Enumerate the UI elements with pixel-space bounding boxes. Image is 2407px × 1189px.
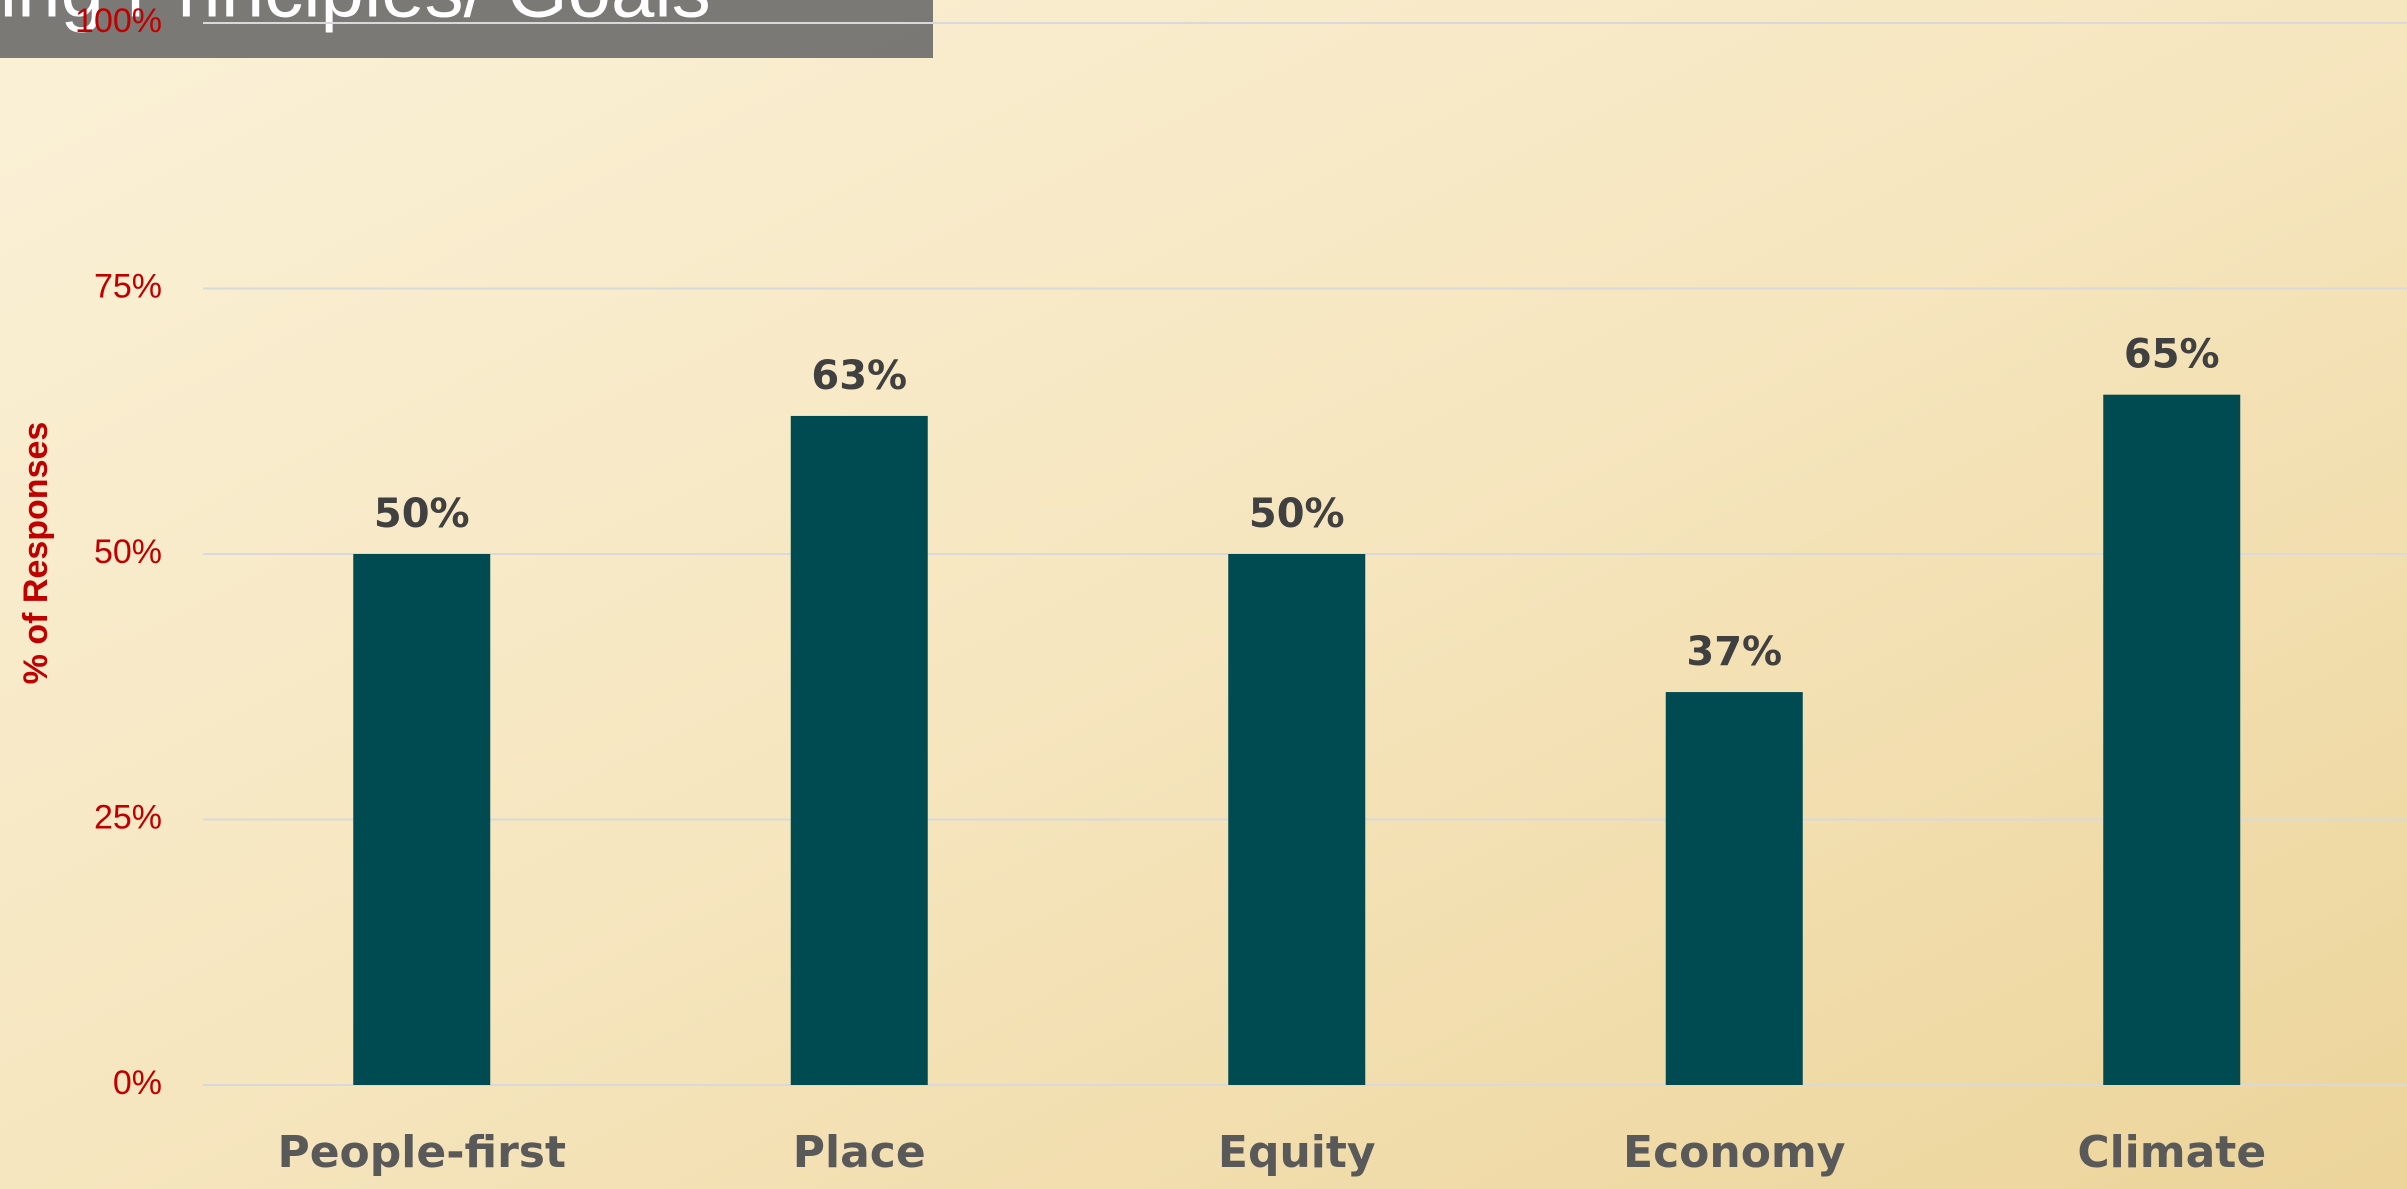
bar (790, 415, 928, 1085)
y-tick-label: 0% (113, 1064, 162, 1102)
y-tick-label: 50% (94, 533, 162, 571)
value-label: 50% (374, 491, 470, 537)
x-tick-label: Equity (1218, 1127, 1376, 1178)
bar (1228, 554, 1366, 1085)
bar (1665, 692, 1803, 1085)
x-tick-label: People-first (277, 1127, 566, 1178)
x-tick-label: Climate (2077, 1127, 2266, 1178)
bar (353, 554, 491, 1085)
chart-title: Guiding Principles/ Goals (0, 0, 711, 34)
bar (2103, 394, 2241, 1085)
x-tick-label: Place (793, 1127, 926, 1178)
y-tick-label: 100% (75, 2, 162, 40)
y-axis-label: % of Responses (17, 422, 55, 685)
value-label: 37% (1686, 629, 1782, 675)
y-tick-label: 25% (94, 798, 162, 836)
value-label: 50% (1249, 491, 1345, 537)
y-tick-label: 75% (94, 267, 162, 305)
x-tick-label: Economy (1623, 1127, 1845, 1178)
title-box (0, 0, 933, 58)
value-label: 65% (2124, 332, 2220, 378)
value-label: 63% (811, 353, 907, 399)
